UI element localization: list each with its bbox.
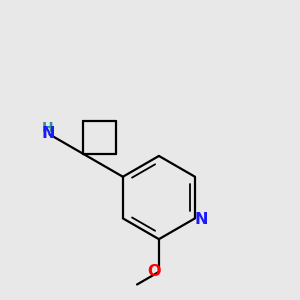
Text: O: O [147, 264, 160, 279]
Text: N: N [41, 126, 55, 141]
Text: N: N [195, 212, 208, 227]
Text: H: H [42, 121, 54, 135]
